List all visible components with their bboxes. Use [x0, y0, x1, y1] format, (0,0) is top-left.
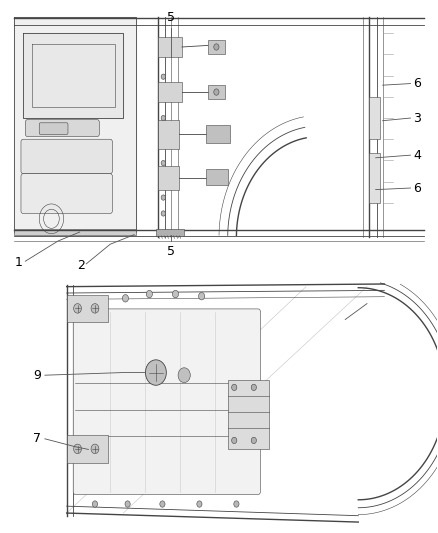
Circle shape: [214, 44, 219, 50]
Circle shape: [251, 437, 256, 443]
Circle shape: [160, 501, 165, 507]
Text: 6: 6: [413, 77, 421, 90]
Circle shape: [232, 384, 237, 391]
Circle shape: [74, 444, 81, 454]
Circle shape: [161, 211, 166, 216]
Bar: [14, 229, 136, 235]
FancyBboxPatch shape: [73, 309, 260, 495]
Circle shape: [125, 501, 130, 507]
Circle shape: [161, 195, 166, 200]
Bar: [158, 82, 182, 102]
Bar: [208, 40, 225, 54]
Bar: [369, 97, 380, 139]
FancyBboxPatch shape: [21, 139, 113, 174]
Bar: [158, 119, 179, 149]
Circle shape: [146, 290, 152, 298]
Bar: [206, 125, 230, 143]
Circle shape: [91, 304, 99, 313]
Circle shape: [197, 501, 202, 507]
Text: 2: 2: [77, 259, 85, 272]
Circle shape: [178, 368, 190, 383]
Circle shape: [234, 501, 239, 507]
Text: 7: 7: [33, 432, 42, 446]
Text: 6: 6: [413, 182, 421, 195]
Bar: [208, 85, 225, 99]
Bar: [67, 435, 108, 463]
Circle shape: [161, 160, 166, 166]
Polygon shape: [14, 17, 136, 232]
Circle shape: [251, 384, 256, 391]
Bar: [158, 166, 179, 190]
Text: 5: 5: [167, 245, 175, 258]
Text: 9: 9: [34, 369, 42, 382]
Text: 5: 5: [167, 11, 175, 24]
Bar: [156, 229, 184, 236]
Bar: [67, 295, 108, 322]
Circle shape: [214, 89, 219, 95]
Polygon shape: [23, 33, 123, 118]
Circle shape: [232, 437, 237, 443]
Circle shape: [161, 74, 166, 79]
Bar: [228, 381, 269, 449]
FancyBboxPatch shape: [21, 174, 113, 214]
Bar: [369, 152, 380, 203]
Circle shape: [198, 293, 205, 300]
Text: 1: 1: [14, 256, 22, 269]
Circle shape: [173, 290, 179, 298]
Bar: [206, 169, 228, 185]
Circle shape: [161, 115, 166, 120]
FancyBboxPatch shape: [25, 119, 99, 136]
Circle shape: [91, 444, 99, 454]
Circle shape: [122, 295, 128, 302]
Text: 4: 4: [413, 149, 421, 161]
Circle shape: [145, 360, 166, 385]
FancyBboxPatch shape: [39, 123, 68, 134]
Circle shape: [74, 304, 81, 313]
Circle shape: [92, 501, 98, 507]
Bar: [158, 37, 182, 57]
Text: 3: 3: [413, 111, 421, 125]
